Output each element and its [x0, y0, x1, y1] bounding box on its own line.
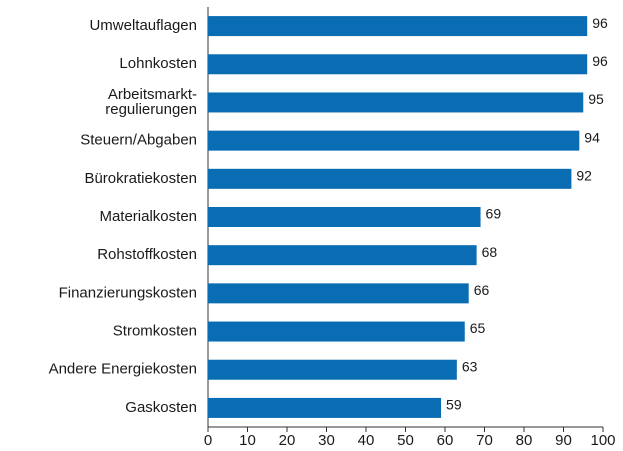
bar	[208, 168, 572, 189]
value-label: 96	[592, 53, 608, 69]
category-label: Finanzierungskosten	[59, 284, 197, 301]
category-label: Steuern/Abgaben	[80, 132, 197, 149]
x-tick-label: 0	[204, 432, 212, 449]
category-label: Arbeitsmarkt-regulierungen	[105, 86, 197, 118]
value-label: 66	[474, 282, 490, 298]
x-tick-label: 50	[397, 432, 414, 449]
bar	[208, 92, 584, 113]
category-label: Materialkosten	[99, 208, 197, 225]
value-label: 95	[588, 91, 604, 107]
x-tick-label: 30	[318, 432, 335, 449]
x-tick-label: 40	[358, 432, 375, 449]
category-label: Lohnkosten	[119, 55, 197, 72]
value-label: 65	[470, 320, 486, 336]
category-label: Umweltauflagen	[89, 17, 197, 34]
bar	[208, 54, 588, 75]
category-label: Bürokratiekosten	[84, 170, 197, 187]
bar	[208, 321, 465, 342]
x-tick-label: 10	[239, 432, 256, 449]
value-label: 59	[446, 397, 462, 413]
x-tick-label: 100	[590, 432, 615, 449]
x-tick-label: 70	[476, 432, 493, 449]
value-label: 92	[576, 168, 592, 184]
value-label: 69	[486, 206, 502, 222]
category-label: Gaskosten	[125, 399, 197, 416]
value-label: 63	[462, 358, 478, 374]
x-tick-label: 80	[516, 432, 533, 449]
bar	[208, 207, 481, 227]
bar	[208, 359, 457, 380]
bar	[208, 130, 580, 151]
x-tick-label: 60	[437, 432, 454, 449]
bar	[208, 397, 442, 418]
category-label: Andere Energiekosten	[49, 361, 197, 378]
x-tick-label: 90	[555, 432, 572, 449]
value-label: 94	[584, 129, 600, 145]
x-tick-label: 20	[279, 432, 296, 449]
bar	[208, 283, 469, 304]
bar	[208, 245, 477, 266]
value-label: 96	[592, 15, 608, 31]
category-label: Stromkosten	[113, 323, 197, 340]
category-label: Rohstoffkosten	[97, 246, 197, 263]
bar	[208, 16, 588, 37]
value-label: 68	[482, 244, 498, 260]
